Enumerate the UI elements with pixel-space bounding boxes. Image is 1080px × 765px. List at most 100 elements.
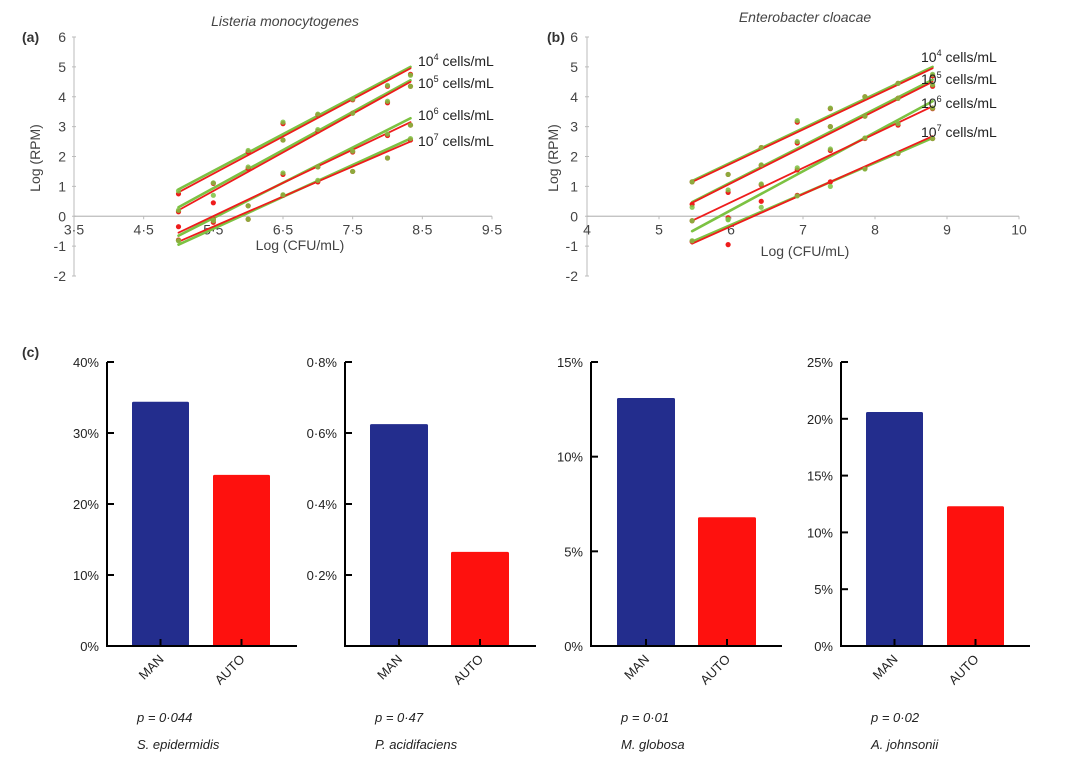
y-tick-label: 3 [58, 119, 66, 135]
category-label: MAN [374, 652, 405, 683]
bar-man [370, 424, 428, 646]
y-tick-label: 20% [807, 412, 833, 427]
series-label: 106 cells/mL [921, 94, 997, 111]
series-label: 106 cells/mL [418, 106, 494, 123]
data-point-green [350, 168, 356, 175]
data-point-green [930, 71, 936, 77]
fit-line-red [691, 105, 934, 222]
x-tick-label: 4 [583, 221, 591, 237]
data-point-green [895, 121, 901, 127]
y-tick-label: 10% [557, 450, 583, 465]
data-point-green [758, 204, 764, 210]
data-point-green [827, 124, 833, 130]
category-label: AUTO [946, 652, 982, 688]
fit-line-red [177, 121, 412, 234]
series-label: 107 cells/mL [921, 123, 997, 140]
p-value: p = 0·044 [136, 710, 192, 725]
data-point-red [210, 200, 216, 206]
y-tick-label: 10% [807, 525, 833, 540]
y-tick-label: 20% [73, 497, 99, 512]
y-tick-label: -1 [54, 238, 67, 254]
data-point-green [758, 144, 764, 151]
x-tick-label: 9 [943, 221, 951, 237]
y-tick-label: 5% [814, 582, 833, 597]
data-point-green [895, 95, 901, 101]
p-value: p = 0·02 [870, 710, 920, 725]
data-point-green [794, 138, 800, 145]
y-tick-label: 0% [564, 639, 583, 654]
series-label: 105 cells/mL [418, 74, 494, 91]
y-tick-label: 0% [80, 639, 99, 654]
data-point-green [827, 105, 833, 111]
data-point-green [407, 135, 414, 142]
y-tick-label: 0·2% [307, 568, 338, 583]
y-tick-label: 2 [570, 149, 578, 165]
bar-chart-p-acidifaciens: 0·2% 0·4% 0·6% 0·8% MAN AUTO p = 0·47 P. acidif… [307, 355, 536, 752]
bar-auto [698, 517, 756, 646]
chart-title: Enterobacter cloacae [739, 9, 872, 25]
data-point-green [245, 216, 251, 222]
data-point-green [862, 135, 868, 141]
data-point-green [758, 162, 764, 168]
data-point-green [827, 183, 833, 189]
data-point-green [407, 83, 414, 89]
y-tick-label: 1 [570, 178, 578, 194]
y-tick-label: 0·4% [307, 497, 338, 512]
data-point-green [245, 164, 251, 170]
fit-line-green [690, 65, 934, 183]
data-point-green [175, 238, 182, 244]
data-point-green [280, 119, 286, 125]
series-label: 104 cells/mL [921, 48, 997, 65]
y-tick-label: 30% [73, 426, 99, 441]
data-point-green [930, 135, 936, 142]
data-point-green [689, 179, 695, 185]
data-point-green [407, 72, 414, 78]
data-point-green [758, 181, 764, 187]
data-point-green [689, 238, 695, 244]
species-name: S. epidermidis [137, 737, 220, 752]
y-tick-label: 25% [807, 355, 833, 370]
p-value: p = 0·47 [374, 710, 424, 725]
y-tick-label: -2 [54, 268, 67, 284]
y-tick-label: 15% [807, 469, 833, 484]
y-tick-label: 6 [58, 29, 66, 45]
y-tick-label: 0·6% [307, 426, 338, 441]
data-point-red [175, 224, 182, 230]
species-name: A. johnsonii [870, 737, 939, 752]
category-label: AUTO [450, 652, 486, 688]
bar-auto [451, 551, 509, 646]
fit-line-red [691, 67, 934, 183]
data-point-green [175, 188, 182, 194]
category-label: MAN [870, 652, 901, 683]
data-point-green [315, 177, 321, 183]
x-tick-label: 7 [799, 221, 807, 237]
data-point-green [350, 96, 356, 102]
x-axis-label: Log (CFU/mL) [761, 243, 850, 259]
data-point-green [315, 111, 321, 117]
x-tick-label: 8·5 [412, 221, 432, 237]
data-point-green [384, 155, 391, 161]
x-tick-label: 9·5 [482, 221, 502, 237]
data-point-green [930, 105, 936, 111]
fit-line-red [691, 135, 934, 245]
panel-label-b: (b) [547, 29, 565, 45]
y-tick-label: 6 [570, 29, 578, 45]
bar-man [132, 401, 189, 646]
data-point-green [794, 118, 800, 124]
bar-chart-a-johnsonii: 0% 5% 10% 15% 20% 25% MAN AUTO p = 0·02 A. johnso… [807, 355, 1030, 752]
x-tick-label: 6 [727, 221, 735, 237]
y-tick-label: 4 [570, 89, 578, 105]
data-point-green [862, 113, 868, 119]
data-point-green [689, 204, 695, 210]
data-point-green [315, 164, 321, 170]
bar-man [866, 411, 923, 646]
data-point-green [725, 171, 731, 178]
data-point-green [280, 192, 286, 198]
fit-line-red [691, 80, 934, 204]
panel-label-a: (a) [22, 29, 39, 45]
y-tick-label: 10% [73, 568, 99, 583]
y-tick-label: 2 [58, 149, 66, 165]
x-tick-label: 7·5 [343, 221, 363, 237]
data-point-green [350, 110, 356, 116]
